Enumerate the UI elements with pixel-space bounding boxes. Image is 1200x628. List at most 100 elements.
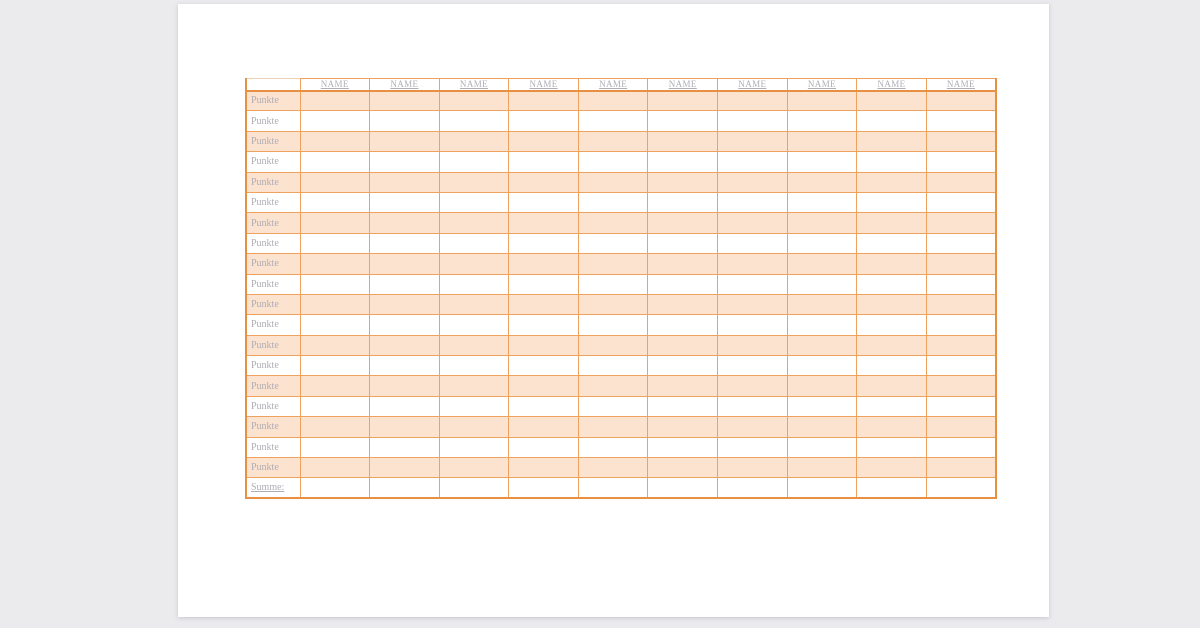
score-cell xyxy=(299,130,371,153)
score-cell xyxy=(299,110,371,132)
table-row: Punkte xyxy=(245,293,997,316)
score-cell xyxy=(438,355,510,377)
name-header-label: NAME xyxy=(459,79,489,90)
score-cell xyxy=(369,89,440,112)
score-cell xyxy=(717,212,788,234)
score-cell xyxy=(925,457,997,479)
score-cell xyxy=(508,416,579,438)
name-header-cell: NAME xyxy=(856,78,927,92)
table-header: NAME NAME NAME NAME NAME NAME NAME NAME NAME NAME xyxy=(245,78,997,92)
score-cell xyxy=(786,477,858,499)
score-cell xyxy=(925,212,997,234)
score-cell xyxy=(647,232,719,255)
table-row: Punkte xyxy=(245,151,997,173)
score-cell xyxy=(856,89,927,112)
score-cell xyxy=(369,171,440,193)
score-cell xyxy=(786,212,858,234)
score-cell xyxy=(369,253,440,275)
row-label-cell: Punkte xyxy=(245,110,301,132)
score-cell xyxy=(438,395,510,418)
score-cell xyxy=(299,212,371,234)
row-label-cell: Punkte xyxy=(245,273,301,295)
row-label-cell: Punkte xyxy=(245,457,301,479)
score-cell xyxy=(577,457,649,479)
score-cell xyxy=(856,334,927,357)
score-cell xyxy=(508,110,579,132)
score-cell xyxy=(508,171,579,193)
score-cell xyxy=(369,395,440,418)
score-cell xyxy=(508,334,579,357)
score-cell xyxy=(717,89,788,112)
score-cell xyxy=(925,293,997,316)
score-cell xyxy=(786,110,858,132)
score-cell xyxy=(717,171,788,193)
score-cell xyxy=(856,416,927,438)
name-header-cell: NAME xyxy=(786,78,858,92)
score-cell xyxy=(717,334,788,357)
score-cell xyxy=(925,273,997,295)
score-cell xyxy=(717,457,788,479)
score-cell xyxy=(717,477,788,499)
score-cell xyxy=(925,110,997,132)
score-table: NAME NAME NAME NAME NAME NAME NAME NAME NAME NAME… xyxy=(245,78,997,500)
score-cell xyxy=(856,314,927,336)
score-cell xyxy=(369,375,440,397)
score-cell xyxy=(438,191,510,214)
score-cell xyxy=(369,477,440,499)
name-header-label: NAME xyxy=(390,79,419,90)
name-header-label: NAME xyxy=(807,79,836,90)
score-cell xyxy=(647,253,719,275)
score-cell xyxy=(856,191,927,214)
score-cell xyxy=(438,436,510,459)
score-cell xyxy=(369,436,440,459)
score-cell xyxy=(508,232,579,255)
table-row: Punkte xyxy=(245,416,997,438)
score-cell xyxy=(717,110,788,132)
score-cell xyxy=(577,151,649,173)
row-label-cell: Punkte xyxy=(245,416,301,438)
score-cell xyxy=(369,232,440,255)
score-cell xyxy=(299,334,371,357)
score-cell xyxy=(577,436,649,459)
table-row: Punkte xyxy=(245,457,997,479)
score-cell xyxy=(717,273,788,295)
score-cell xyxy=(647,314,719,336)
score-cell xyxy=(438,477,510,499)
score-cell xyxy=(647,171,719,193)
table-row: Punkte xyxy=(245,314,997,336)
row-label-cell: Punkte xyxy=(245,151,301,173)
score-cell xyxy=(508,89,579,112)
score-cell xyxy=(856,212,927,234)
score-cell xyxy=(438,232,510,255)
score-cell xyxy=(438,375,510,397)
score-cell xyxy=(786,416,858,438)
score-cell xyxy=(577,171,649,193)
score-cell xyxy=(299,293,371,316)
name-header-cell: NAME xyxy=(717,78,788,92)
score-cell xyxy=(647,436,719,459)
score-cell xyxy=(786,232,858,255)
score-cell xyxy=(717,314,788,336)
name-header-label: NAME xyxy=(877,79,906,90)
score-cell xyxy=(786,314,858,336)
score-cell xyxy=(577,416,649,438)
score-cell xyxy=(577,375,649,397)
score-cell xyxy=(438,253,510,275)
score-cell xyxy=(647,293,719,316)
name-header-label: NAME xyxy=(946,79,975,90)
score-cell xyxy=(856,130,927,153)
score-cell xyxy=(369,293,440,316)
table-row: Punkte xyxy=(245,273,997,295)
score-cell xyxy=(786,436,858,459)
score-cell xyxy=(786,89,858,112)
score-cell xyxy=(647,212,719,234)
row-label-cell: Summe: xyxy=(245,477,301,499)
score-cell xyxy=(856,355,927,377)
name-header-label: NAME xyxy=(738,79,767,90)
score-cell xyxy=(577,355,649,377)
score-cell xyxy=(647,334,719,357)
score-cell xyxy=(856,395,927,418)
score-cell xyxy=(856,171,927,193)
score-cell xyxy=(856,110,927,132)
